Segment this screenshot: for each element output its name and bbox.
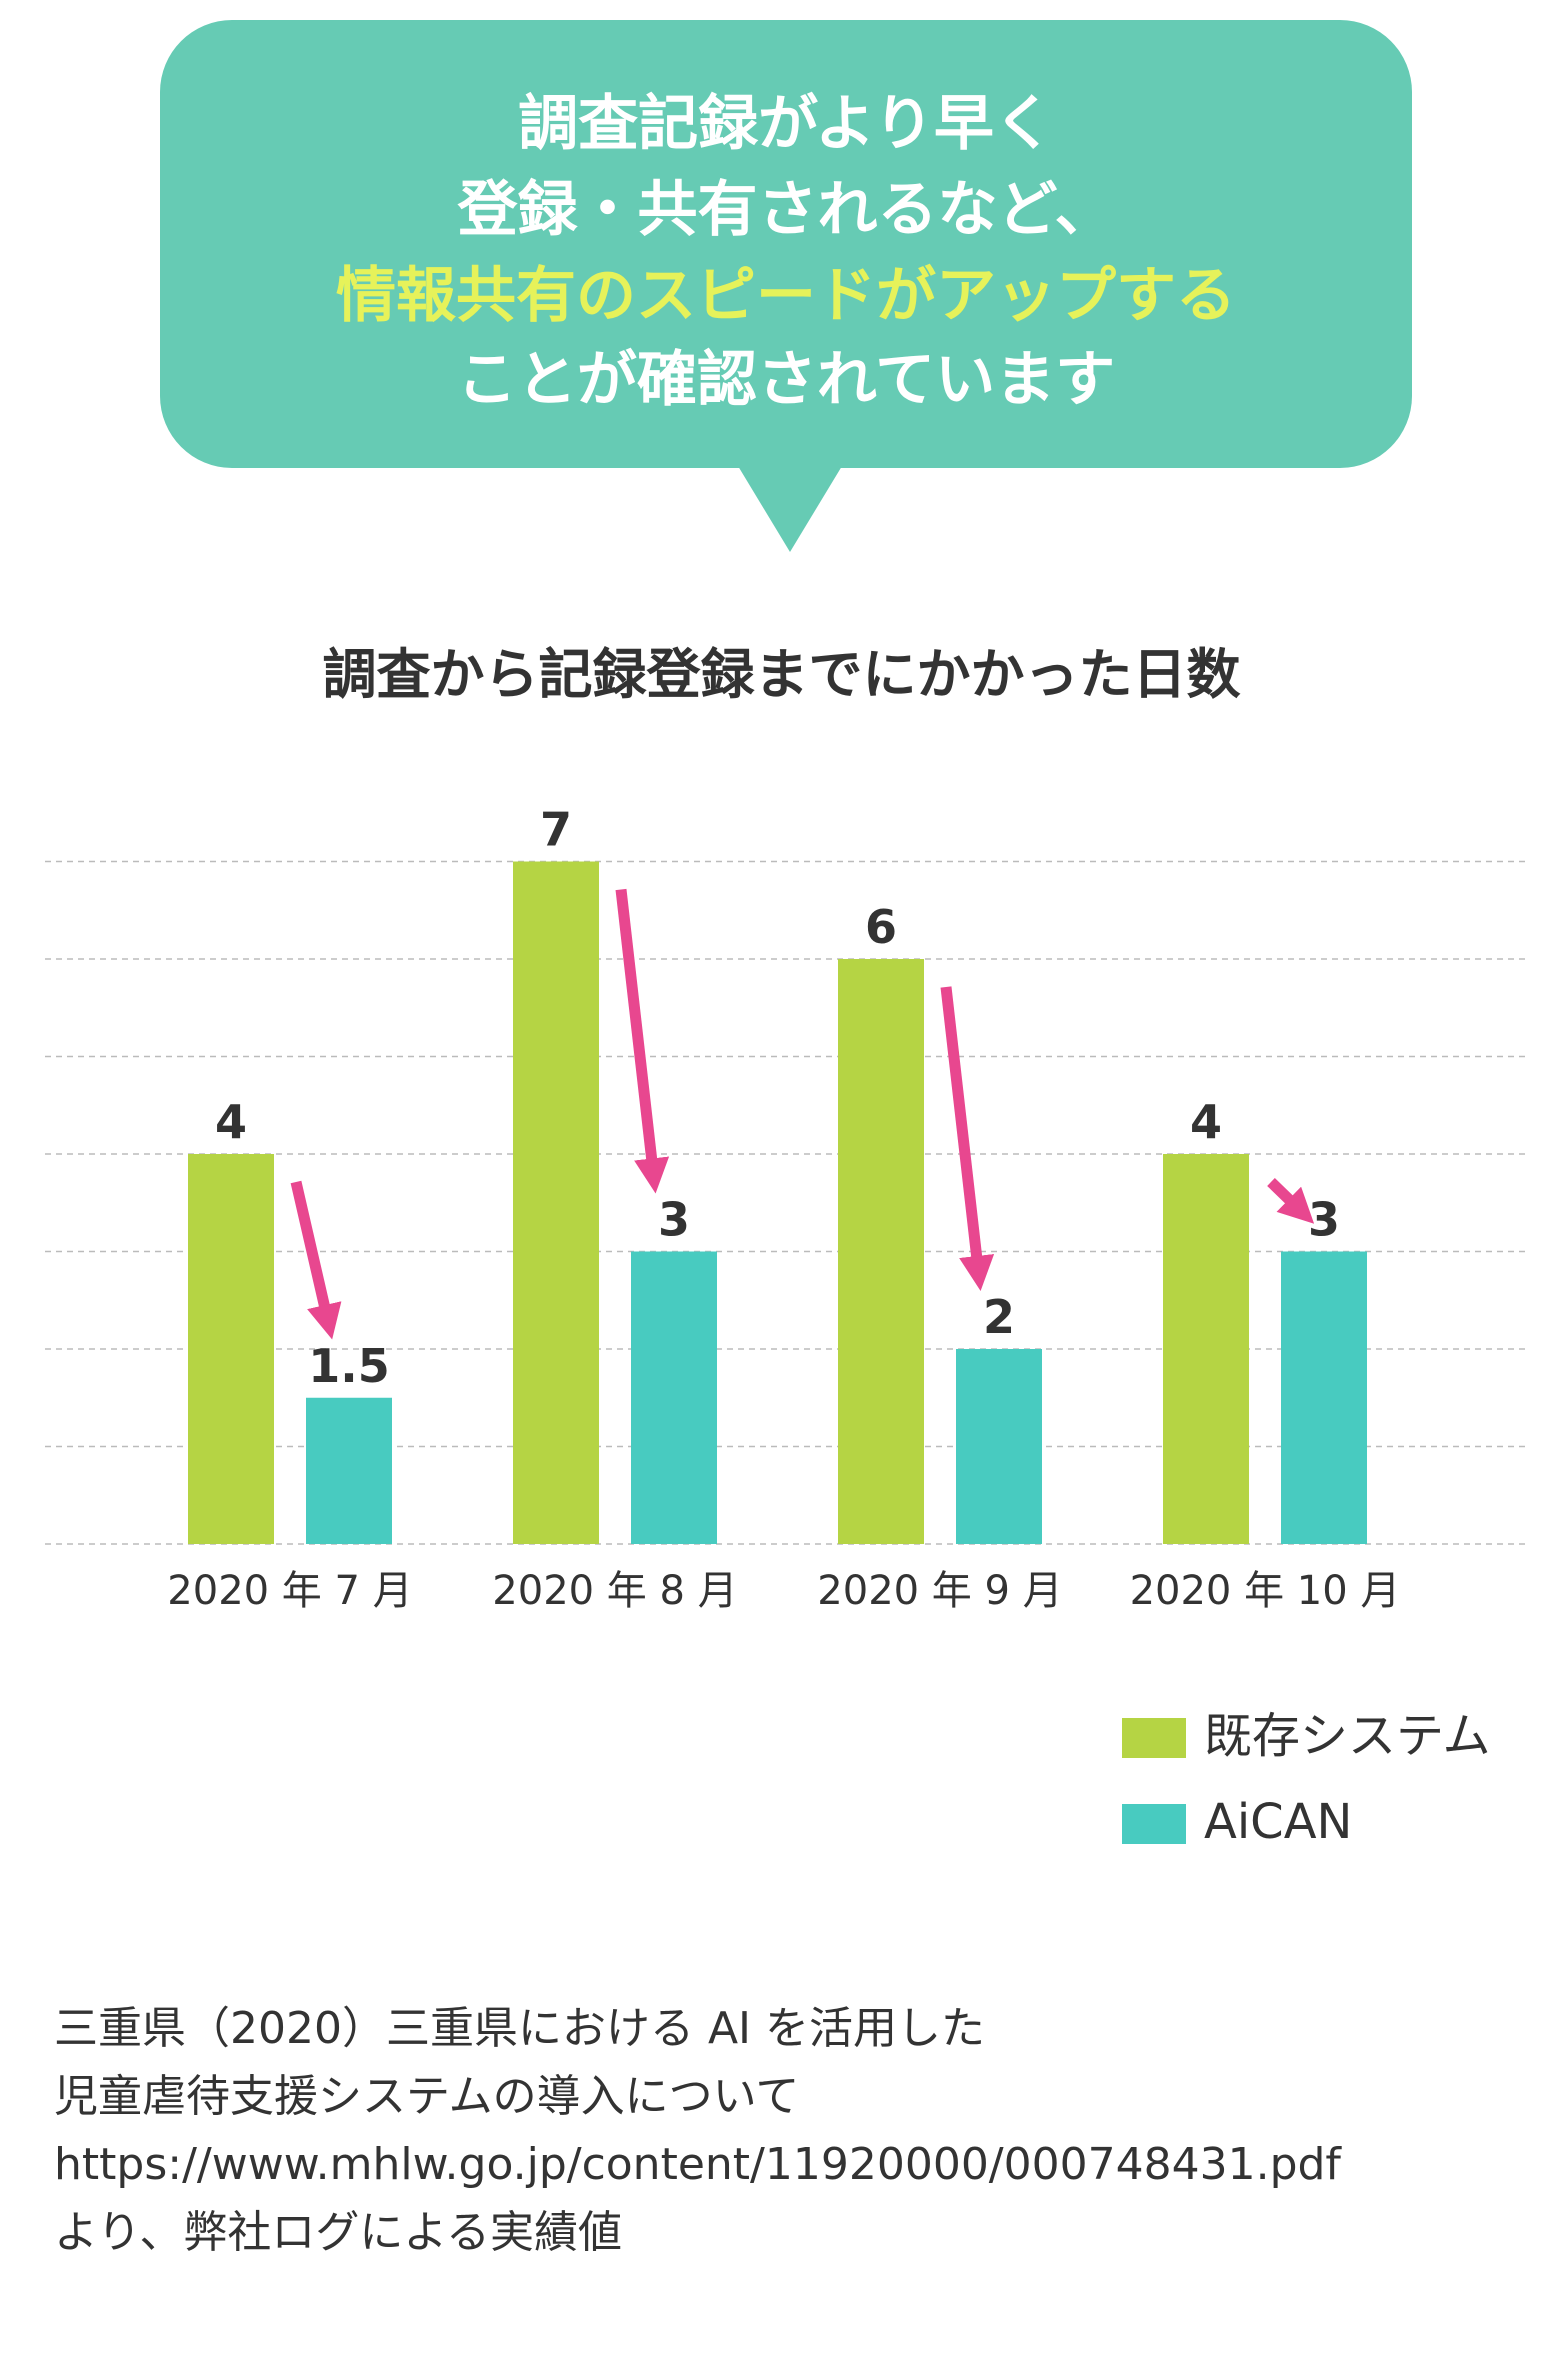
data-label-s1-c0: 1.5 xyxy=(308,1339,390,1393)
source-line-4: より、弊社ログによる実績値 xyxy=(54,2207,623,2258)
data-label-s0-c3: 4 xyxy=(1190,1095,1222,1149)
x-tick-label-3: 2020 年 10 月 xyxy=(1130,1568,1401,1614)
data-label-s0-c1: 7 xyxy=(540,803,572,857)
bar-s0-c0 xyxy=(188,1154,274,1544)
legend-label-aican: AiCAN xyxy=(1204,1794,1353,1850)
bubble-line-2: 登録・共有されるなど、 xyxy=(457,175,1115,245)
data-label-s1-c1: 3 xyxy=(658,1193,690,1247)
legend-label-existing: 既存システム xyxy=(1204,1708,1491,1764)
bubble-line-4: ことが確認されています xyxy=(456,345,1116,415)
x-tick-label-1: 2020 年 8 月 xyxy=(492,1568,737,1614)
bar-s1-c2 xyxy=(956,1349,1042,1544)
x-tick-label-0: 2020 年 7 月 xyxy=(167,1568,412,1614)
data-label-s0-c0: 4 xyxy=(215,1095,247,1149)
bubble-line-1: 調査記録がより早く xyxy=(518,89,1054,159)
bar-s0-c2 xyxy=(838,959,924,1544)
chart-title: 調査から記録登録までにかかった日数 xyxy=(322,643,1241,706)
data-label-s1-c2: 2 xyxy=(983,1290,1015,1344)
data-label-s0-c2: 6 xyxy=(865,900,897,954)
bar-s0-c1 xyxy=(513,861,599,1544)
x-tick-label-2: 2020 年 9 月 xyxy=(817,1568,1062,1614)
decrease-arrow-c2 xyxy=(940,986,995,1291)
speech-bubble xyxy=(160,20,1412,468)
data-label-s1-c3: 3 xyxy=(1308,1193,1340,1247)
speech-bubble-tail xyxy=(738,466,842,552)
decrease-arrow-c3 xyxy=(1267,1178,1315,1224)
legend-swatch-existing xyxy=(1122,1718,1186,1758)
decrease-arrow-c0 xyxy=(290,1180,342,1340)
source-url: https://www.mhlw.go.jp/content/11920000/… xyxy=(54,2139,1341,2190)
bubble-line-3-highlight: 情報共有のスピードがアップする xyxy=(336,261,1236,331)
source-line-1: 三重県（2020）三重県における AI を活用した xyxy=(54,2003,986,2054)
bar-chart: 4 1.5 2020 年 7 月 7 3 2020 年 8 月 6 2 2020 年 9 月 4 3… xyxy=(45,803,1530,1614)
decrease-arrow-c1 xyxy=(615,888,670,1194)
bar-s1-c3 xyxy=(1281,1251,1367,1544)
legend-swatch-aican xyxy=(1122,1804,1186,1844)
source-line-2: 児童虐待支援システムの導入について xyxy=(54,2071,800,2122)
bar-s1-c1 xyxy=(631,1251,717,1544)
bar-s0-c3 xyxy=(1163,1154,1249,1544)
bar-s1-c0 xyxy=(306,1397,392,1544)
source-citation: 三重県（2020）三重県における AI を活用した 児童虐待支援システムの導入に… xyxy=(54,1995,1534,2267)
